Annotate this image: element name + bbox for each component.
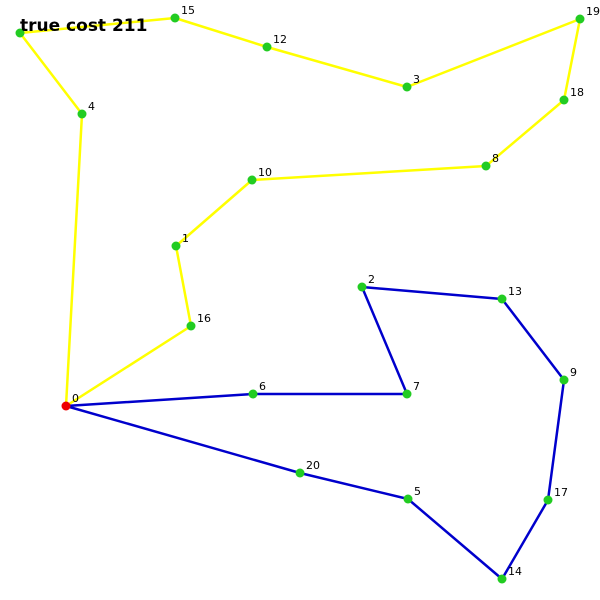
node-20: [295, 468, 305, 478]
node-16: [186, 321, 196, 331]
node-label-10: 10: [258, 166, 272, 179]
node-label-18: 18: [570, 86, 584, 99]
node-label-8: 8: [492, 152, 499, 165]
node-label-17: 17: [554, 486, 568, 499]
node-14: [497, 574, 507, 584]
node-label-20: 20: [306, 459, 320, 472]
node-label-0: 0: [72, 392, 79, 405]
node-label-5: 5: [414, 485, 421, 498]
node-label-12: 12: [273, 33, 287, 46]
node-17: [543, 495, 553, 505]
node-label-4: 4: [88, 100, 95, 113]
node-12: [262, 42, 272, 52]
node-label-13: 13: [508, 285, 522, 298]
node-label-2: 2: [368, 273, 375, 286]
nodes-layer: [15, 13, 585, 584]
depot-node: [61, 401, 71, 411]
route-2-path: [65, 285, 566, 581]
node-label-1: 1: [182, 232, 189, 245]
node-label-16: 16: [197, 312, 211, 325]
node-label-9: 9: [570, 366, 577, 379]
node-3: [402, 82, 412, 92]
node-8: [481, 161, 491, 171]
node-label-3: 3: [413, 73, 420, 86]
node-5: [403, 494, 413, 504]
route-1-path: [18, 16, 582, 408]
node-label-6: 6: [259, 380, 266, 393]
node-19: [575, 14, 585, 24]
node-18: [559, 95, 569, 105]
node-label-15: 15: [181, 4, 195, 17]
node-11: [15, 28, 25, 38]
node-7: [402, 389, 412, 399]
node-label-14: 14: [508, 565, 522, 578]
node-13: [497, 294, 507, 304]
routes-layer: [18, 16, 582, 581]
node-4: [77, 109, 87, 119]
cost-title: true cost 211: [20, 16, 147, 36]
node-6: [248, 389, 258, 399]
node-label-7: 7: [413, 380, 420, 393]
node-2: [357, 282, 367, 292]
node-1: [171, 241, 181, 251]
node-9: [559, 375, 569, 385]
node-10: [247, 175, 257, 185]
node-15: [170, 13, 180, 23]
node-label-19: 19: [586, 5, 600, 18]
